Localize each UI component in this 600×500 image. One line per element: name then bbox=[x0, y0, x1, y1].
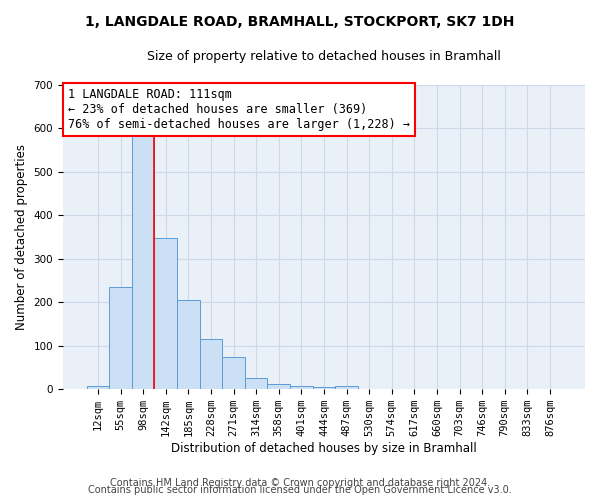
Bar bbox=[268, 384, 290, 389]
Text: Contains public sector information licensed under the Open Government Licence v3: Contains public sector information licen… bbox=[88, 485, 512, 495]
Bar bbox=[200, 339, 222, 389]
Bar bbox=[86, 386, 109, 389]
Bar bbox=[290, 386, 313, 389]
Bar bbox=[109, 287, 132, 389]
Bar bbox=[335, 386, 358, 389]
Y-axis label: Number of detached properties: Number of detached properties bbox=[15, 144, 28, 330]
Bar bbox=[245, 378, 268, 389]
Bar bbox=[132, 133, 154, 389]
Bar bbox=[177, 300, 200, 389]
Bar bbox=[154, 238, 177, 389]
Text: Contains HM Land Registry data © Crown copyright and database right 2024.: Contains HM Land Registry data © Crown c… bbox=[110, 478, 490, 488]
Bar bbox=[222, 357, 245, 389]
Title: Size of property relative to detached houses in Bramhall: Size of property relative to detached ho… bbox=[147, 50, 501, 63]
X-axis label: Distribution of detached houses by size in Bramhall: Distribution of detached houses by size … bbox=[171, 442, 477, 455]
Text: 1 LANGDALE ROAD: 111sqm
← 23% of detached houses are smaller (369)
76% of semi-d: 1 LANGDALE ROAD: 111sqm ← 23% of detache… bbox=[68, 88, 410, 131]
Text: 1, LANGDALE ROAD, BRAMHALL, STOCKPORT, SK7 1DH: 1, LANGDALE ROAD, BRAMHALL, STOCKPORT, S… bbox=[85, 15, 515, 29]
Bar bbox=[313, 387, 335, 389]
